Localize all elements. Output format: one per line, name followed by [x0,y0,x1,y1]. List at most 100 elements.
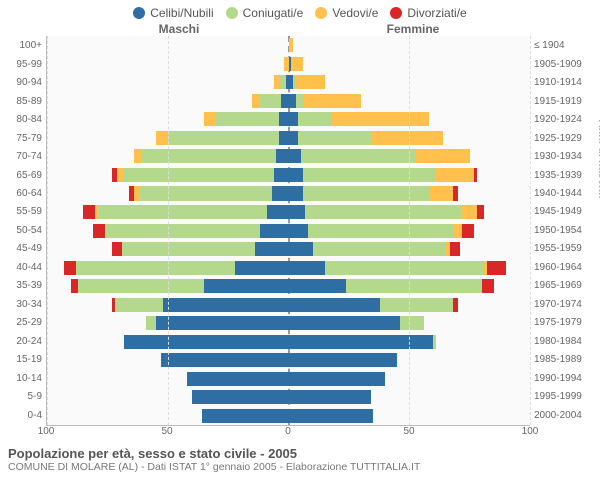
bar-segment [204,279,289,293]
bar-segment [289,279,347,293]
bar-segment [279,112,289,126]
bar-segment [276,149,288,163]
header-male: Maschi [62,22,296,36]
birth-label: 1985-1989 [534,351,600,369]
bar-segment [156,316,289,330]
age-label: 100+ [0,37,42,55]
birth-label: 1930-1934 [534,148,600,166]
bar-segment [192,390,289,404]
bar-segment [453,298,458,312]
bar-segment [298,112,332,126]
age-label: 10-14 [0,369,42,387]
bar-segment [289,38,294,52]
birth-label: 1980-1984 [534,333,600,351]
bar-segment [281,94,288,108]
pyramid-row [47,277,530,296]
age-label: 55-59 [0,203,42,221]
age-label: 70-74 [0,148,42,166]
pyramid-row [47,184,530,203]
bar-segment [325,261,484,275]
pyramid-row [47,407,530,426]
birth-label: 1975-1979 [534,314,600,332]
age-label: 45-49 [0,240,42,258]
pyramid-row [47,351,530,370]
gender-headers: Maschi Femmine [0,22,600,36]
birth-label: 1990-1994 [534,369,600,387]
header-female: Femmine [296,22,530,36]
bar-segment [146,316,156,330]
bar-segment [477,205,484,219]
gridline [409,36,410,425]
pyramid-row [47,203,530,222]
legend-swatch [133,7,145,19]
birth-label: 1965-1969 [534,277,600,295]
bar-segment [216,112,279,126]
age-label: 75-79 [0,129,42,147]
bar-segment [301,149,417,163]
y-axis-title-right: Anni di nascita [596,120,600,198]
x-tick: 100 [38,426,55,437]
bar-segment [291,57,303,71]
bar-segment [296,94,303,108]
birth-label: 1935-1939 [534,166,600,184]
age-label: 5-9 [0,388,42,406]
bar-segment [289,131,299,145]
bar-segment [98,205,267,219]
birth-label: 1920-1924 [534,111,600,129]
legend-item: Divorziati/e [390,6,466,20]
bar-segment [303,94,361,108]
birth-label: 1905-1909 [534,55,600,73]
age-label: 95-99 [0,55,42,73]
pyramid-row [47,73,530,92]
birth-label: 2000-2004 [534,406,600,424]
bar-segment [289,205,306,219]
bar-segment [433,335,435,349]
legend-label: Vedovi/e [332,6,378,20]
bar-segment [252,94,259,108]
bar-segment [161,353,289,367]
bar-segment [487,261,506,275]
bar-segment [279,131,289,145]
bar-segment [124,335,288,349]
bar-segment [289,390,371,404]
pyramid-row [47,55,530,74]
bar-segment [202,409,289,423]
bar-segment [289,94,296,108]
pyramid-row [47,333,530,352]
bar-segment [303,168,436,182]
birth-label: 1960-1964 [534,259,600,277]
pyramid-row [47,166,530,185]
x-tick: 0 [285,426,291,437]
birth-axis: ≤ 19041905-19091910-19141915-19191920-19… [530,36,600,426]
bar-segment [474,168,476,182]
x-tick: 50 [161,426,172,437]
gridline [530,36,531,425]
pyramid-row [47,147,530,166]
x-tick: 100 [522,426,539,437]
bar-segment [462,224,474,238]
bar-segment [274,168,288,182]
bar-segment [313,242,446,256]
legend-label: Divorziati/e [407,6,466,20]
bar-segment [289,409,374,423]
bar-segment [450,242,460,256]
bar-segment [289,353,398,367]
chart-title: Popolazione per età, sesso e stato civil… [8,446,600,461]
pyramid-row [47,314,530,333]
bar-segment [289,186,303,200]
pyramid-row [47,370,530,389]
bar-segment [305,205,462,219]
bar-segment [279,75,286,89]
bar-segment [308,224,453,238]
bar-segment [139,186,272,200]
bar-segment [462,205,476,219]
birth-label: 1970-1974 [534,296,600,314]
bar-segment [453,186,458,200]
bar-segment [289,261,325,275]
plot [46,36,530,426]
bar-segment [117,168,124,182]
bar-segment [141,149,276,163]
birth-label: 1950-1954 [534,222,600,240]
legend-swatch [315,7,327,19]
age-label: 15-19 [0,351,42,369]
